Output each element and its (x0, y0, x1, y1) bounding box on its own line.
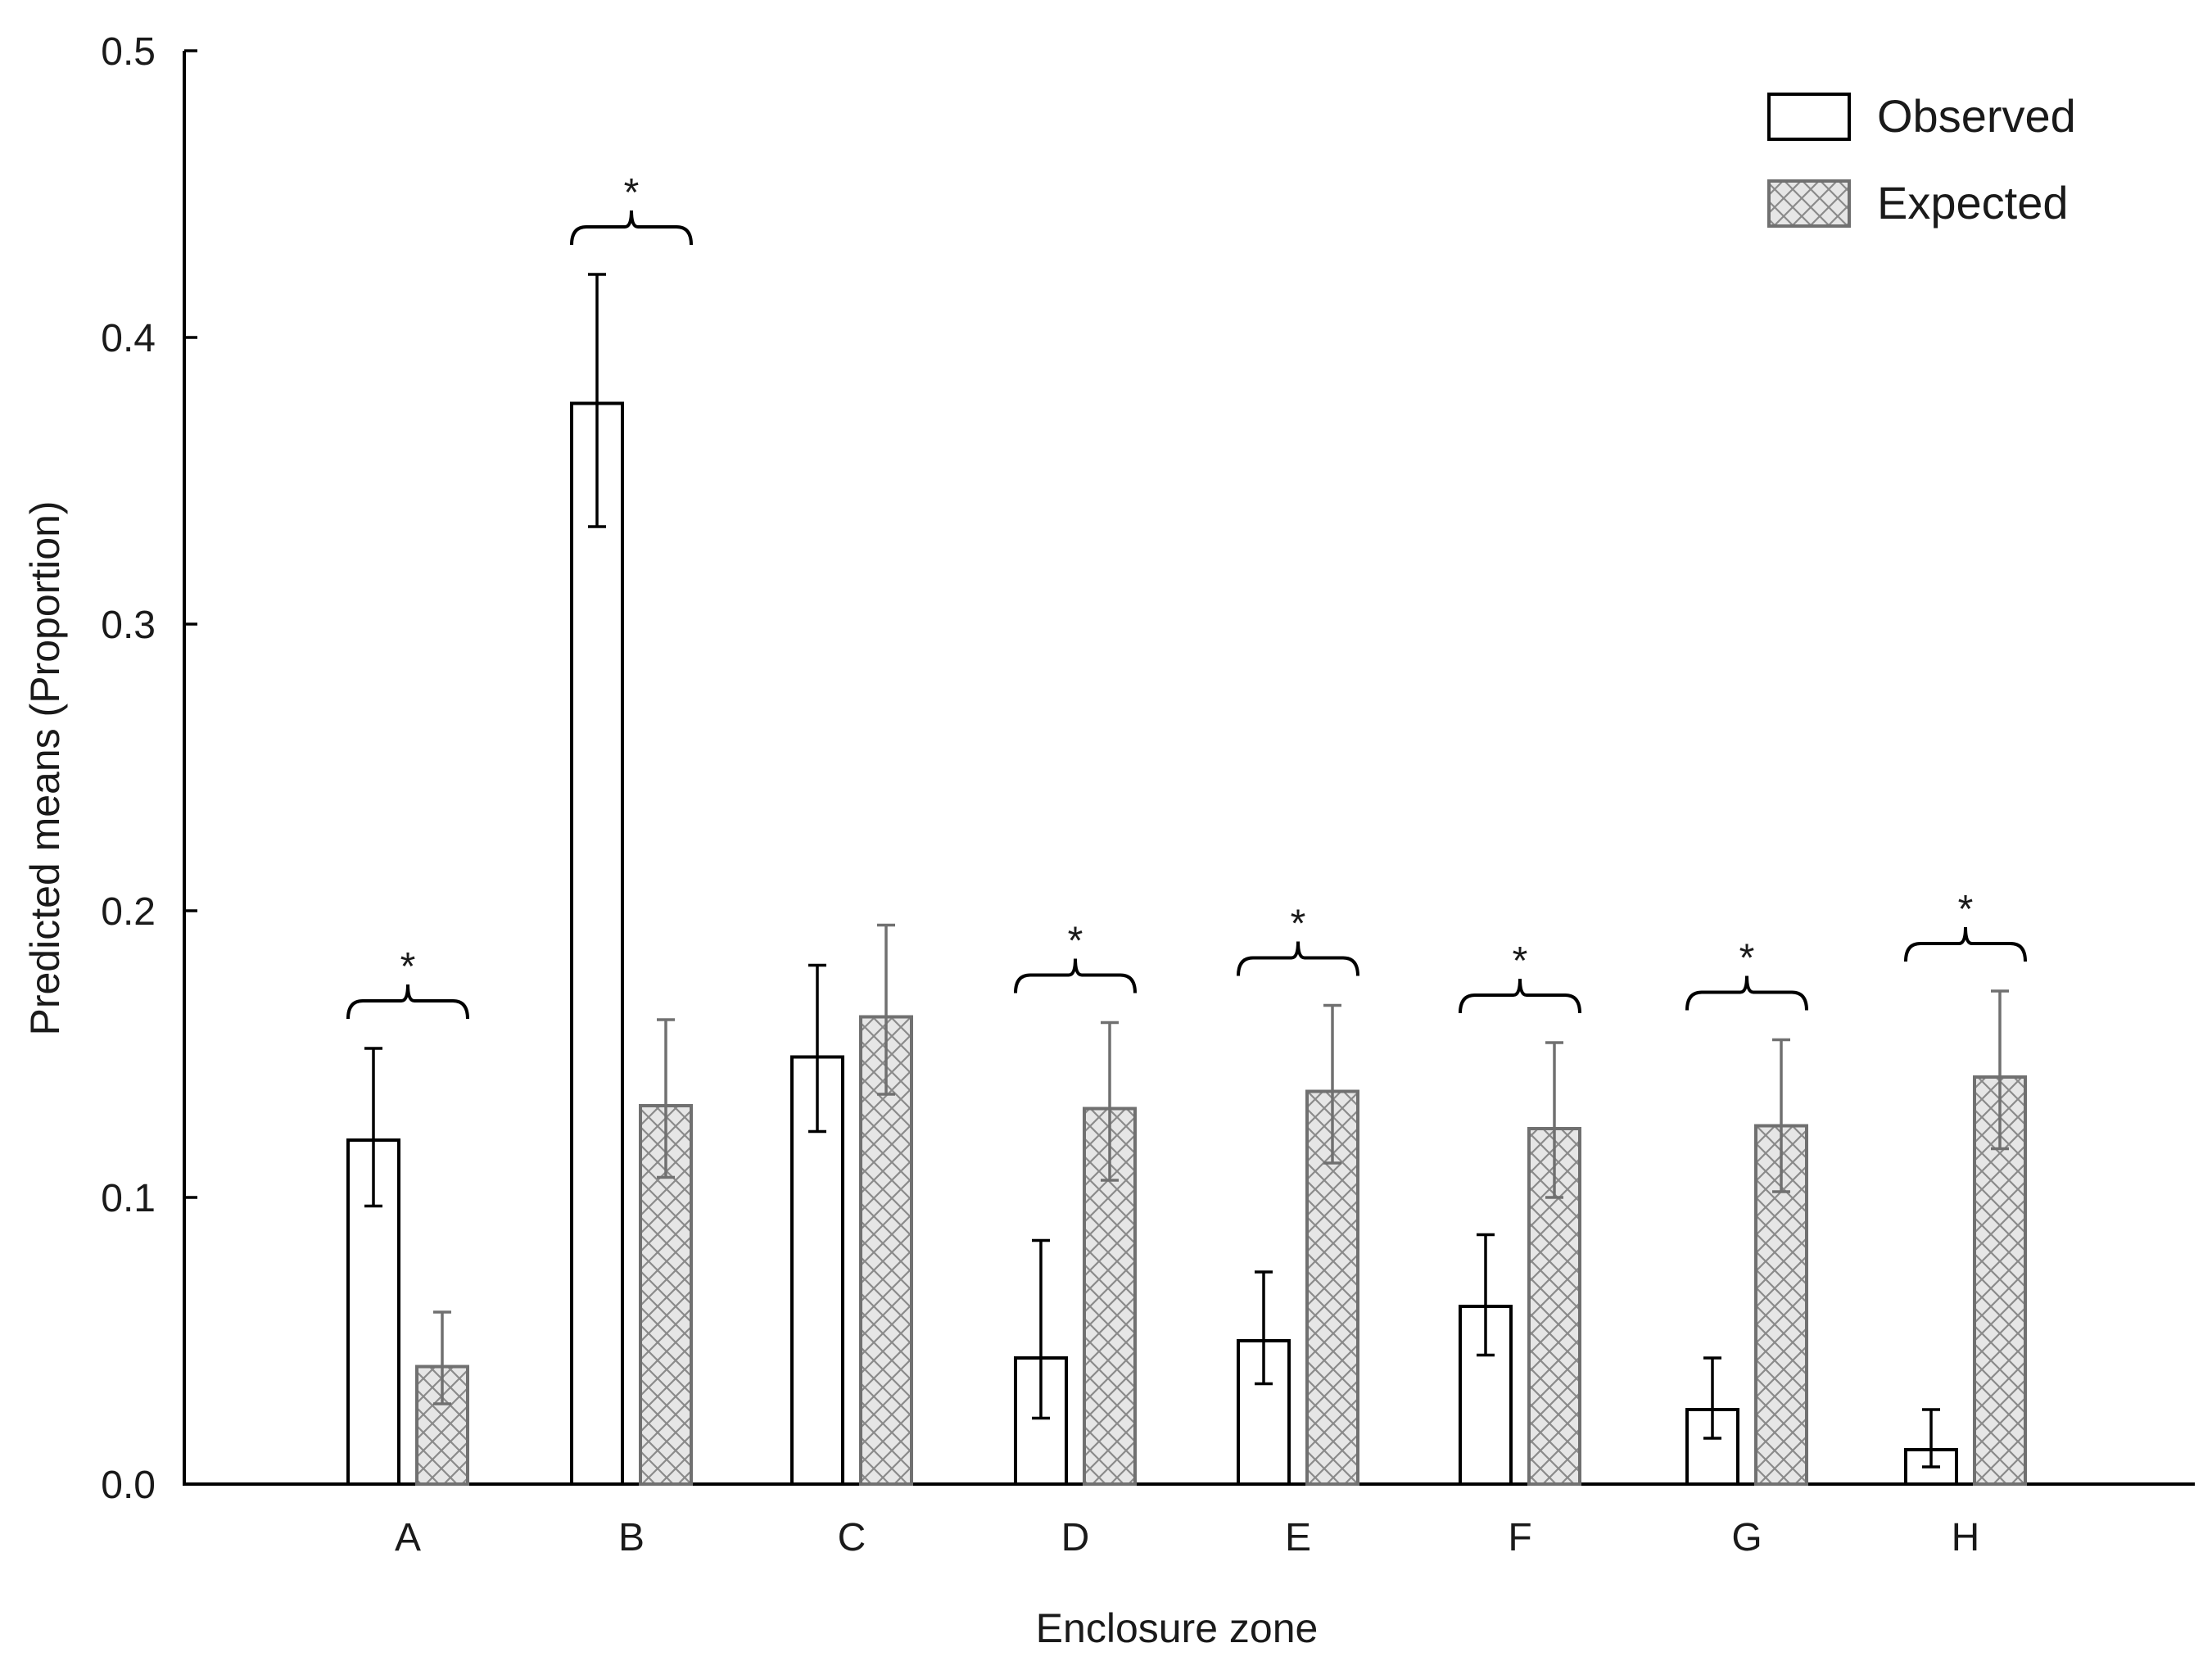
bar-group-A: * (346, 945, 469, 1486)
legend-swatch-observed (1767, 93, 1851, 141)
bar-group-C (790, 923, 913, 1486)
legend-swatch-expected (1767, 179, 1851, 228)
x-tick-label-H: H (1952, 1516, 1980, 1559)
x-axis-tick-labels: A B C D E F G H (395, 1516, 1979, 1559)
bar-group-D: * (1014, 920, 1137, 1486)
observed-bar-B (570, 401, 624, 1486)
legend: Observed Expected (1767, 90, 2076, 229)
x-tick-label-B: B (618, 1516, 645, 1559)
significance-star-D: * (1068, 920, 1083, 963)
bar-group-E: * (1237, 903, 1359, 1486)
significance-star-H: * (1958, 888, 1974, 931)
significance-bracket-F (1459, 978, 1581, 1014)
y-tick-label-0.3: 0.3 (101, 604, 156, 647)
bar-group-H: * (1904, 888, 2027, 1486)
y-tick-label-0.5: 0.5 (101, 30, 156, 74)
significance-bracket-A (346, 984, 469, 1020)
y-axis-ticks: 0.0 0.1 0.2 0.3 0.4 0.5 (101, 30, 197, 1507)
bar-group-F: * (1459, 939, 1581, 1486)
x-tick-label-A: A (395, 1516, 421, 1559)
x-tick-label-G: G (1731, 1516, 1762, 1559)
y-tick-label-0.2: 0.2 (101, 890, 156, 934)
y-tick-label-0.1: 0.1 (101, 1177, 156, 1220)
bar-group-B: * (570, 171, 693, 1486)
x-tick-label-D: D (1061, 1516, 1090, 1559)
significance-bracket-B (570, 210, 693, 246)
significance-star-E: * (1291, 903, 1306, 946)
bars: * * * * * * * (346, 171, 2027, 1486)
x-tick-label-F: F (1508, 1516, 1531, 1559)
y-tick-label-0.0: 0.0 (101, 1464, 156, 1507)
bar-group-G: * (1685, 937, 1808, 1486)
significance-star-F: * (1513, 939, 1528, 983)
significance-star-B: * (624, 171, 640, 215)
legend-label-expected: Expected (1877, 177, 2069, 229)
significance-bracket-H (1904, 926, 2027, 962)
significance-bracket-G (1685, 975, 1808, 1011)
legend-label-observed: Observed (1877, 90, 2076, 142)
y-axis-title: Predicted means (Proportion) (22, 500, 68, 1035)
significance-star-A: * (400, 945, 416, 989)
x-tick-label-C: C (838, 1516, 866, 1559)
significance-star-G: * (1739, 937, 1755, 980)
significance-bracket-E (1237, 941, 1359, 976)
y-tick-label-0.4: 0.4 (101, 317, 156, 360)
significance-bracket-D (1014, 958, 1137, 993)
x-tick-label-E: E (1285, 1516, 1311, 1559)
x-axis-title: Enclosure zone (1036, 1605, 1319, 1651)
